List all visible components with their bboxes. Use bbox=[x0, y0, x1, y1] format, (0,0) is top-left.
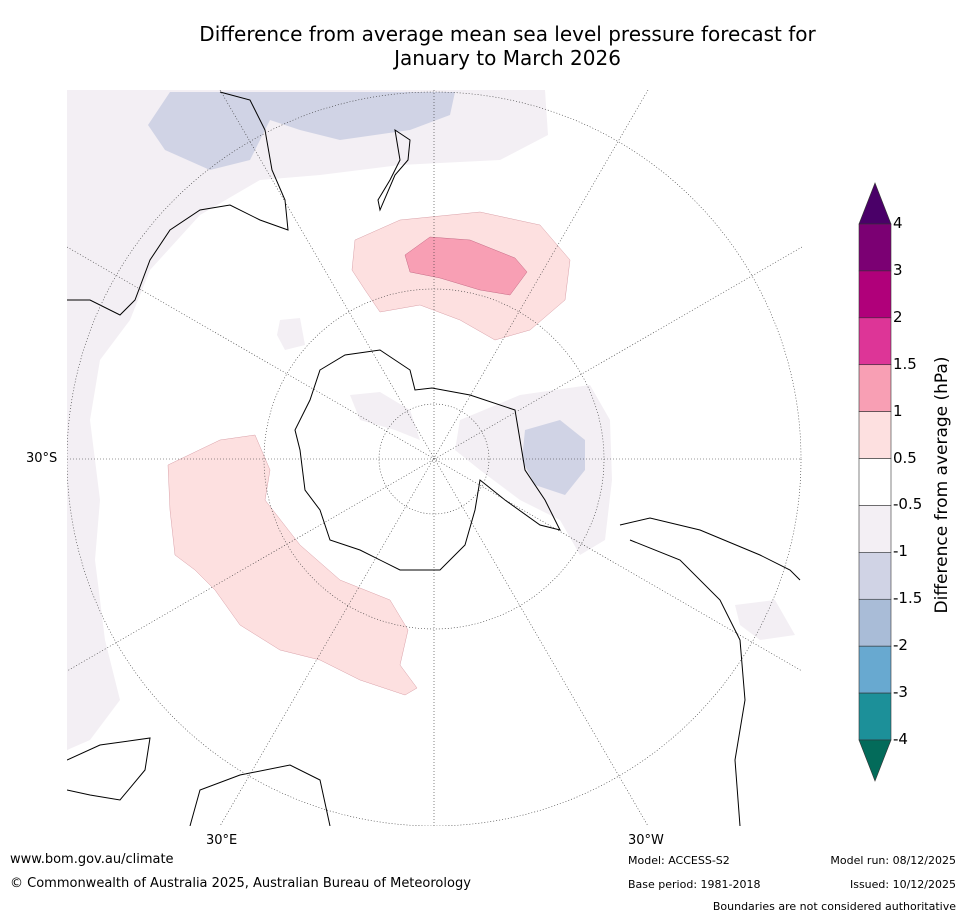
colorbar-band bbox=[858, 411, 892, 459]
colorbar-tick-label: -1 bbox=[893, 542, 908, 561]
anomaly-neg-1-region bbox=[522, 420, 585, 495]
colorbar-band bbox=[858, 692, 892, 741]
model-run-text: Model run: 08/12/2025 bbox=[830, 854, 956, 867]
colorbar-tick-label: -4 bbox=[893, 730, 908, 748]
copyright-text: © Commonwealth of Australia 2025, Austra… bbox=[10, 876, 471, 891]
africa-coastline bbox=[67, 737, 331, 826]
colorbar-band bbox=[858, 552, 892, 600]
colorbar-tick-label: -1.5 bbox=[893, 589, 923, 608]
map-title: Difference from average mean sea level p… bbox=[0, 22, 965, 70]
graticule bbox=[67, 90, 802, 826]
colorbar-tick-label: 0.5 bbox=[893, 448, 917, 467]
south-america-coastline bbox=[619, 517, 801, 826]
colorbar-band bbox=[858, 645, 892, 694]
colorbar-tick-label: 2 bbox=[893, 307, 903, 326]
colorbar-band bbox=[858, 458, 892, 506]
map-area bbox=[67, 90, 802, 826]
anomaly-neg-1-region bbox=[148, 92, 455, 170]
anomaly-neg-0.5-region bbox=[735, 600, 795, 640]
colorbar-title: Difference from average (hPa) bbox=[932, 356, 952, 614]
colorbar-under-triangle bbox=[858, 739, 892, 782]
new-zealand-coastline bbox=[377, 128, 411, 212]
anomaly-pos-0.5-region bbox=[167, 434, 418, 696]
lon-label-30w: 30°W bbox=[628, 833, 664, 848]
colorbar-tick-label: 1.5 bbox=[893, 354, 917, 373]
title-line-1: Difference from average mean sea level p… bbox=[199, 22, 816, 46]
colorbar-band bbox=[858, 270, 892, 319]
antarctica-coastline bbox=[294, 349, 561, 571]
title-line-2: January to March 2026 bbox=[394, 46, 621, 70]
anomaly-pos-1-region bbox=[404, 236, 528, 296]
australia-coastline bbox=[67, 91, 289, 316]
anomaly-neg-0.5-region bbox=[277, 318, 305, 350]
colorbar-tick-label: -3 bbox=[893, 683, 908, 702]
colorbar-band bbox=[858, 364, 892, 412]
colorbar-tick-label: -2 bbox=[893, 636, 908, 655]
base-period-text: Base period: 1981-2018 bbox=[628, 878, 761, 891]
anomaly-neg-0.5-region bbox=[67, 90, 548, 750]
lat-label-30s: 30°S bbox=[26, 451, 58, 466]
colorbar-band bbox=[858, 598, 892, 647]
colorbar-over-triangle bbox=[858, 182, 892, 225]
colorbar-tick-label: -0.5 bbox=[893, 495, 923, 514]
colorbar-tick-label: 1 bbox=[893, 401, 903, 420]
colorbar-band bbox=[858, 505, 892, 553]
website-link[interactable]: www.bom.gov.au/climate bbox=[10, 852, 174, 867]
colorbar-tick-label: 4 bbox=[893, 214, 903, 232]
colorbar bbox=[858, 182, 892, 782]
lon-label-30e: 30°E bbox=[206, 833, 238, 848]
model-text: Model: ACCESS-S2 bbox=[628, 854, 730, 867]
disclaimer-text: Boundaries are not considered authoritat… bbox=[712, 900, 956, 913]
anomaly-neg-0.5-region bbox=[350, 392, 420, 440]
colorbar-band bbox=[858, 223, 892, 272]
issued-text: Issued: 10/12/2025 bbox=[849, 878, 956, 891]
colorbar-tick-label: 3 bbox=[893, 260, 903, 279]
colorbar-band bbox=[858, 317, 892, 366]
